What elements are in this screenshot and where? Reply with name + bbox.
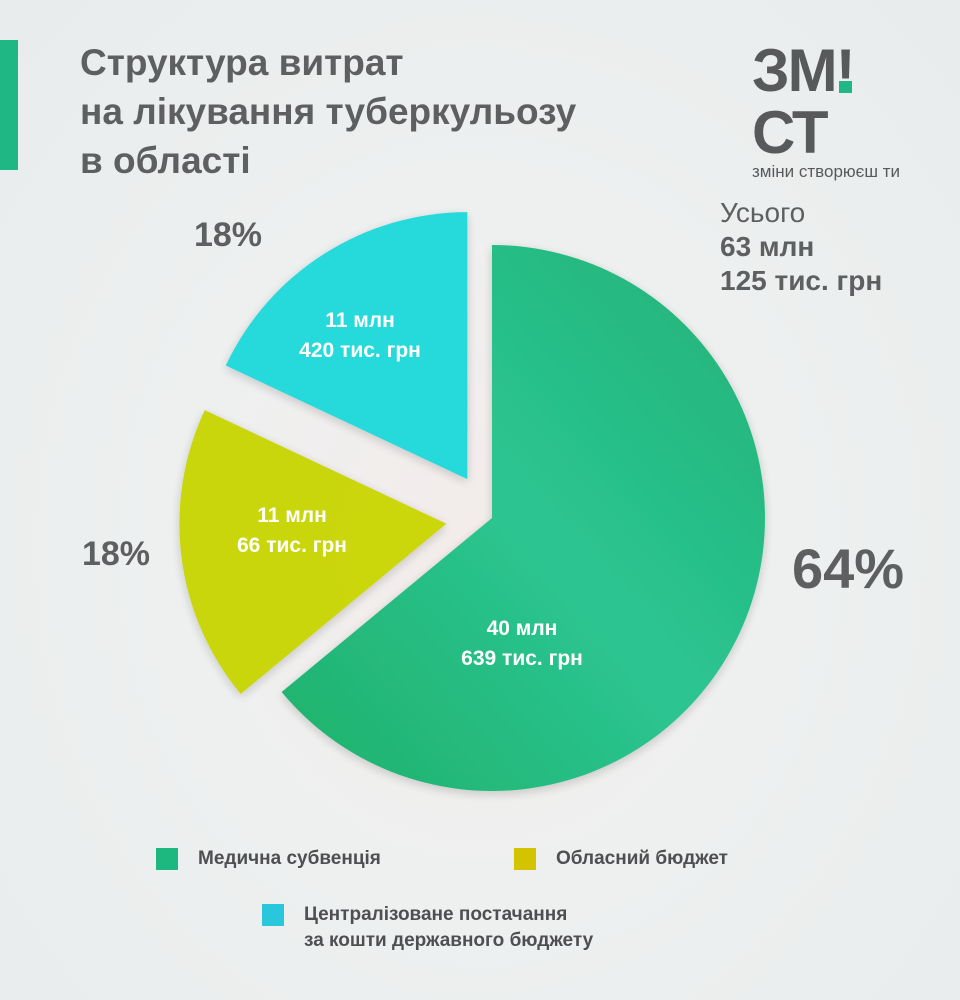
- legend-swatch: [514, 848, 536, 870]
- title-line: Структура витрат: [80, 42, 404, 83]
- logo-dot: [838, 81, 852, 93]
- pie-slice: [281, 245, 765, 791]
- slice-value-label: 40 млн: [487, 617, 558, 640]
- accent-bar: [0, 40, 18, 170]
- slice-percent-label: 64%: [792, 537, 904, 600]
- slice-value-label: 420 тис. грн: [299, 339, 421, 362]
- total-value-line: 63 млн: [720, 231, 815, 262]
- slice-value-label: 11 млн: [257, 504, 327, 527]
- title-line: в області: [80, 140, 251, 181]
- total-summary: Усього 63 млн 125 тис. грн: [720, 196, 882, 298]
- logo-text: ЗМ: [752, 37, 838, 104]
- slice-percent-label: 18%: [82, 535, 150, 573]
- pie-slice: [225, 212, 468, 480]
- legend-label: Централізоване постачання: [304, 904, 568, 925]
- logo: ЗМ! СТ зміни створюєш ти: [752, 40, 912, 182]
- slice-value-label: 11 млн: [325, 309, 395, 332]
- pie-slice: [179, 410, 447, 694]
- legend-item-centralized-supply: Централізоване постачання за кошти держа…: [262, 902, 593, 954]
- legend-label: Обласний бюджет: [556, 848, 728, 869]
- slice-value-label: 66 тис. грн: [237, 534, 347, 557]
- slice-percent-label: 18%: [194, 216, 262, 254]
- legend-label: за кошти державного бюджету: [304, 930, 594, 951]
- total-label: Усього: [720, 197, 806, 228]
- legend-item-medical-subvention: Медична субвенція: [156, 846, 381, 872]
- title-line: на лікування туберкульозу: [80, 91, 577, 132]
- slice-value-label: 639 тис. грн: [461, 647, 583, 670]
- legend-swatch: [156, 848, 178, 870]
- legend-item-regional-budget: Обласний бюджет: [514, 846, 728, 872]
- legend-label: Медична субвенція: [198, 848, 381, 869]
- total-value-line: 125 тис. грн: [720, 265, 883, 296]
- legend-swatch: [262, 904, 284, 926]
- logo-text: СТ: [752, 99, 828, 166]
- logo-tagline: зміни створюєш ти: [752, 162, 900, 181]
- page-title: Структура витрат на лікування туберкульо…: [80, 38, 576, 185]
